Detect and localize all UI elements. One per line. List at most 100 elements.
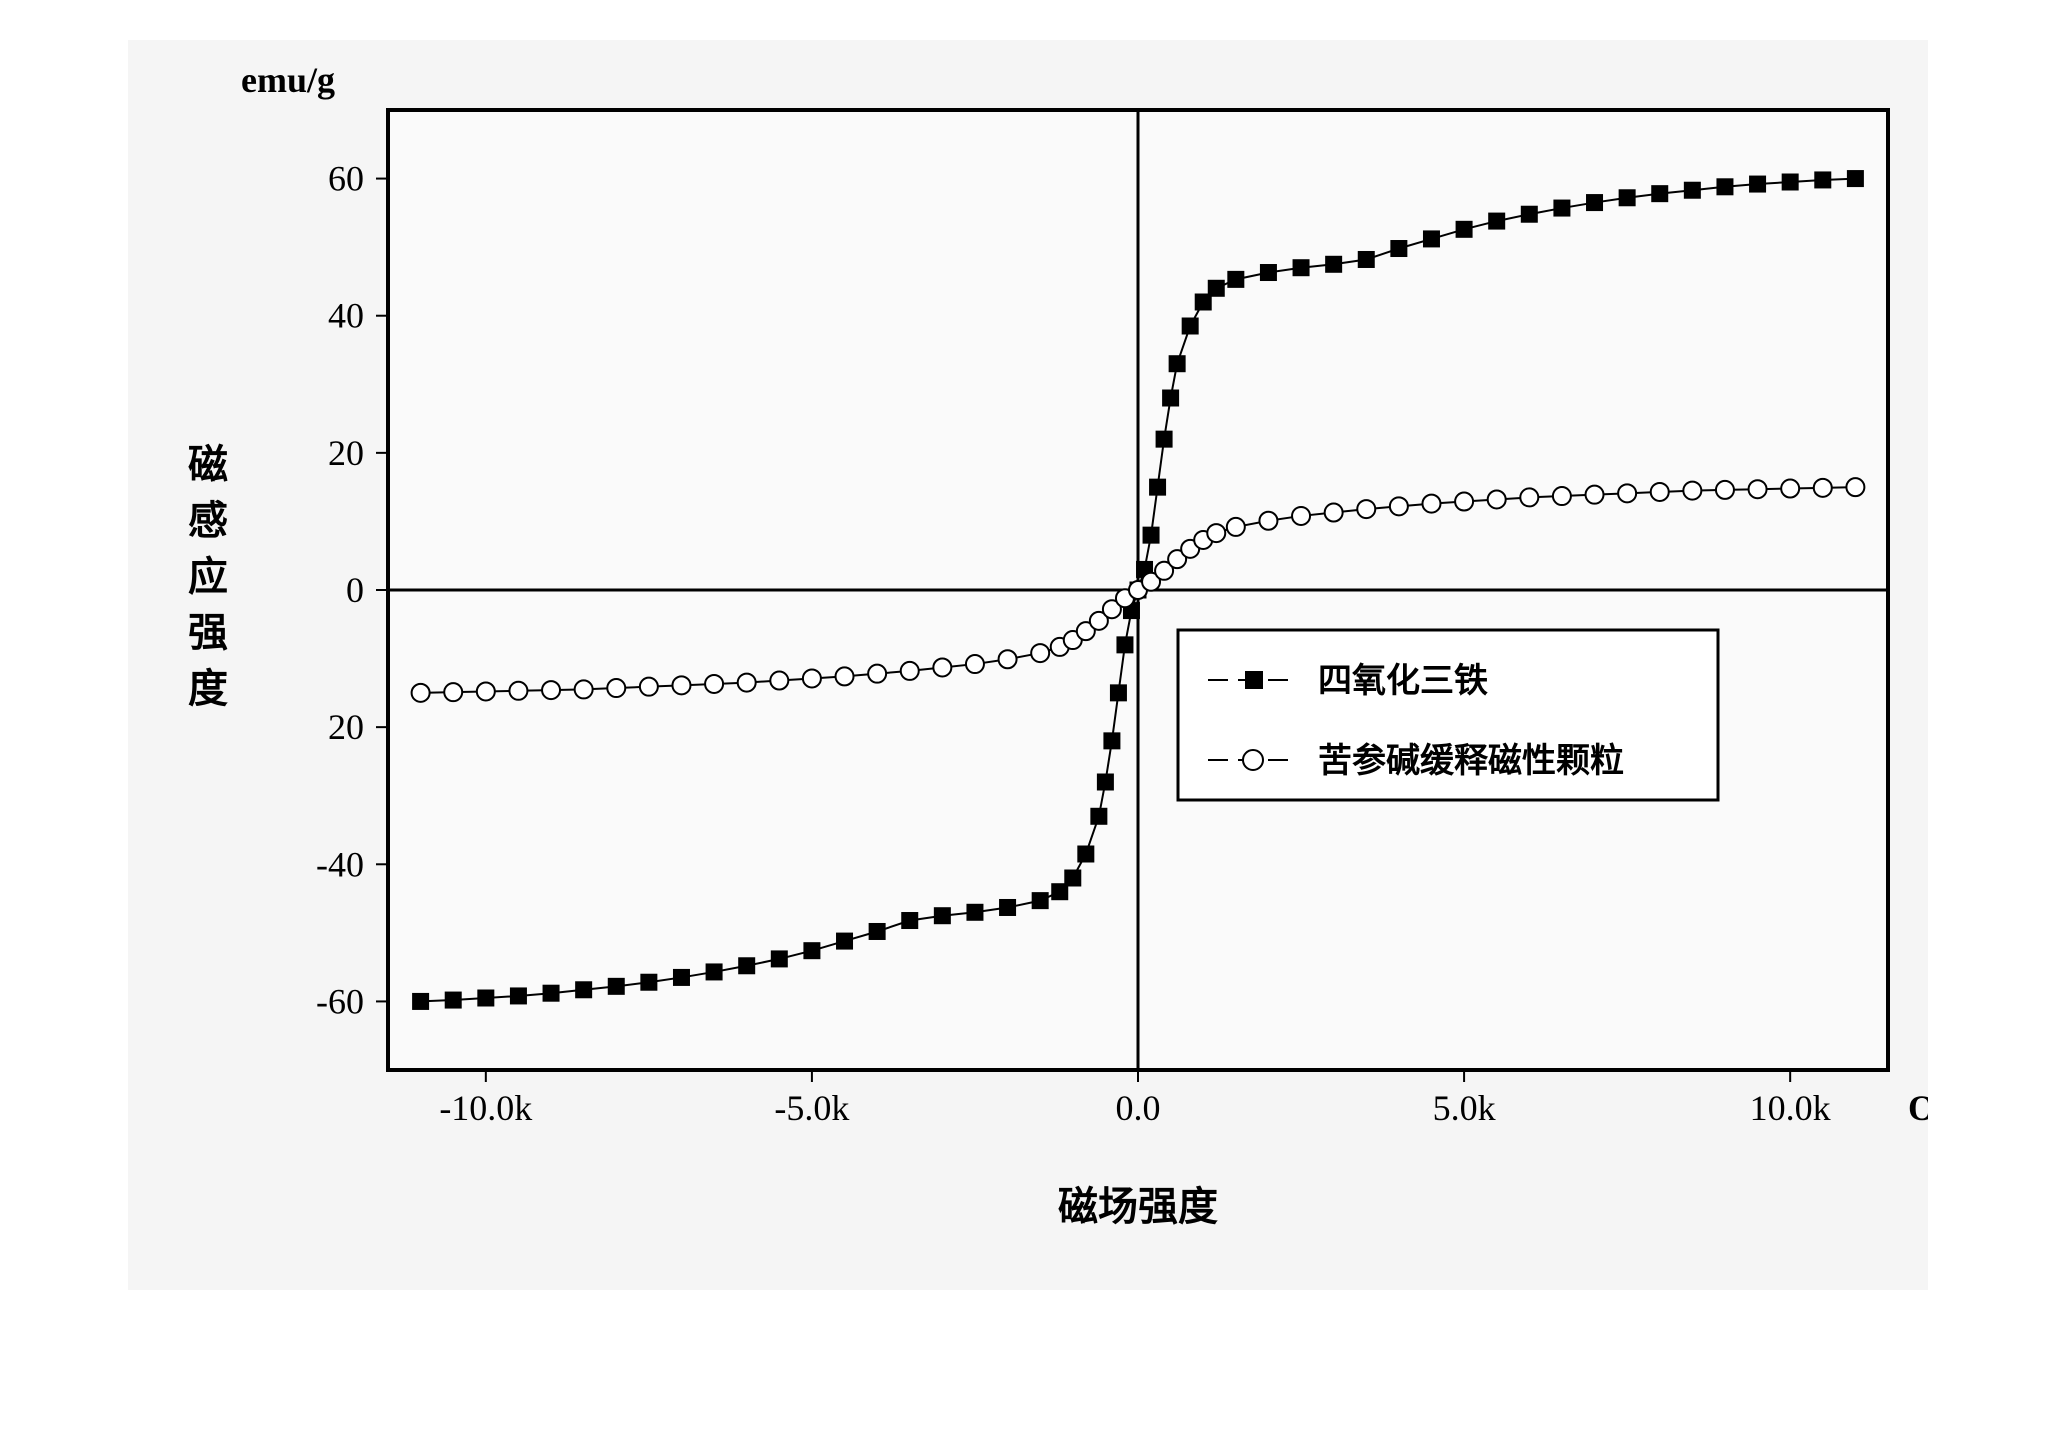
legend-label: 四氧化三铁 [1318,662,1488,700]
y-tick-label: 0 [346,570,364,610]
marker-circle [1031,644,1049,662]
marker-circle [1357,500,1375,518]
marker-circle [1455,493,1473,511]
marker-square [575,982,591,998]
marker-square [1488,213,1504,229]
y-axis-label: 强 [188,610,228,655]
marker-square [1090,808,1106,824]
marker-circle [933,658,951,676]
marker-circle [509,682,527,700]
marker-square [412,993,428,1009]
marker-square [1208,280,1224,296]
x-tick-label: 10.0k [1749,1088,1830,1128]
legend-label: 苦参碱缓释磁性颗粒 [1318,742,1624,780]
marker-square [1390,241,1406,257]
marker-circle [1207,524,1225,542]
marker-square [1847,171,1863,187]
marker-square [1716,179,1732,195]
marker-circle [1585,486,1603,504]
marker-square [1097,774,1113,790]
marker-circle [1813,479,1831,497]
marker-circle [607,679,625,697]
marker-circle [1846,478,1864,496]
marker-circle [1618,484,1636,502]
marker-square [1182,318,1198,334]
marker-square [1684,182,1700,198]
hysteresis-chart: -10.0k-5.0k0.05.0k10.0kOe-60-40200204060… [128,40,1928,1290]
marker-square [1143,527,1159,543]
marker-circle [1748,480,1766,498]
x-axis-label: 磁场强度 [1058,1184,1218,1229]
marker-square [1169,356,1185,372]
marker-circle [998,650,1016,668]
marker-square [640,974,656,990]
marker-square [1156,431,1172,447]
marker-square [1149,479,1165,495]
marker-circle [737,674,755,692]
marker-square [869,923,885,939]
marker-square [1456,221,1472,237]
marker-square [803,943,819,959]
marker-circle [411,684,429,702]
marker-circle [1324,504,1342,522]
marker-square [1162,390,1178,406]
marker-circle [1520,488,1538,506]
marker-square [445,992,461,1008]
y-unit-label: emu/g [241,60,335,100]
marker-circle [900,662,918,680]
marker-square [706,964,722,980]
y-axis-label: 应 [188,554,228,599]
marker-square [1619,190,1635,206]
marker-circle [770,672,788,690]
marker-square [1749,176,1765,192]
marker-circle [1422,495,1440,513]
y-axis-label: 度 [188,666,228,711]
marker-square [477,990,493,1006]
marker-square [1521,206,1537,222]
marker-square [901,913,917,929]
y-axis-label: 磁 [188,442,228,487]
marker-circle [1650,483,1668,501]
marker-circle [444,683,462,701]
y-tick-label: -60 [316,981,364,1021]
x-tick-label: 0.0 [1115,1088,1160,1128]
x-tick-label: -5.0k [774,1088,849,1128]
marker-square [1064,870,1080,886]
marker-square [1553,200,1569,216]
marker-square [1293,260,1309,276]
marker-circle [542,681,560,699]
x-unit-label: Oe [1908,1088,1928,1128]
marker-circle [672,676,690,694]
marker-square [1325,256,1341,272]
marker-circle [1226,518,1244,536]
marker-square [1110,685,1126,701]
marker-square [934,908,950,924]
marker-circle [1552,487,1570,505]
legend-marker-circle [1243,750,1263,770]
marker-circle [802,669,820,687]
marker-square [966,904,982,920]
marker-square [1586,195,1602,211]
marker-square [1077,846,1093,862]
marker-square [1227,271,1243,287]
marker-square [1260,265,1276,281]
y-axis-label: 感 [188,498,228,543]
legend-marker-square [1245,671,1263,689]
marker-square [608,978,624,994]
y-tick-label: 60 [328,159,364,199]
marker-square [1103,733,1119,749]
marker-circle [1389,497,1407,515]
marker-circle [835,667,853,685]
marker-circle [1487,490,1505,508]
marker-square [1814,172,1830,188]
marker-square [738,958,754,974]
marker-square [1116,637,1132,653]
y-tick-label: 20 [328,433,364,473]
marker-square [543,985,559,1001]
marker-square [999,899,1015,915]
marker-circle [868,665,886,683]
marker-circle [1683,482,1701,500]
chart-svg: -10.0k-5.0k0.05.0k10.0kOe-60-40200204060… [128,40,1928,1290]
marker-square [1782,174,1798,190]
marker-square [510,988,526,1004]
